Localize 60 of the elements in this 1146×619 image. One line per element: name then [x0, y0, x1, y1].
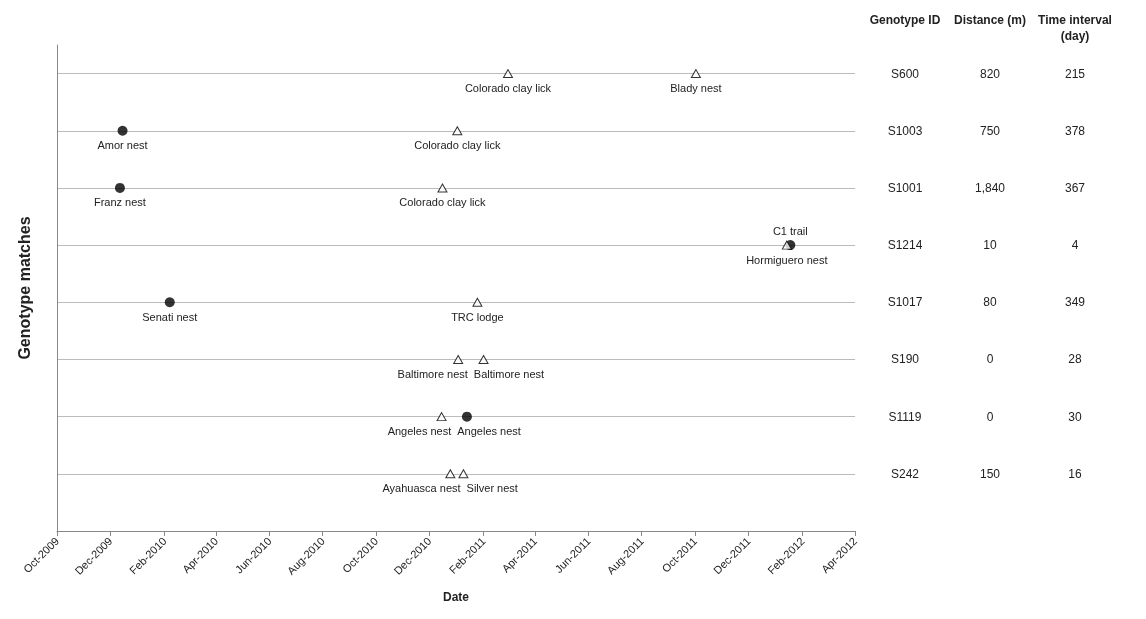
point	[436, 412, 447, 422]
text: S1214	[887, 238, 923, 253]
point	[437, 183, 448, 193]
annotation: Baltimore nest	[397, 367, 468, 380]
text: 30	[1068, 409, 1082, 424]
text: 215	[1064, 66, 1086, 81]
text: 367	[1064, 180, 1086, 195]
text: Distance (m)	[953, 12, 1027, 28]
annotation: Colorado clay lick	[414, 139, 501, 152]
text: S1003	[887, 123, 923, 138]
text: 0	[986, 409, 994, 424]
annotation: Amor nest	[97, 139, 148, 152]
text: 750	[979, 123, 1001, 138]
point	[478, 354, 489, 364]
text: S1017	[887, 295, 923, 310]
point	[164, 297, 175, 308]
point	[117, 125, 128, 136]
annotation: Hormiguero nest	[746, 253, 828, 266]
text: S600	[890, 66, 920, 81]
annotation: Blady nest	[670, 82, 722, 95]
annotation: Colorado clay lick	[464, 82, 552, 95]
annotation: Angeles nest	[387, 425, 452, 438]
point	[503, 69, 514, 79]
annotation: Senati nest	[142, 310, 198, 323]
annotation: Ayahuasca nest	[382, 482, 461, 495]
text: Genotype ID	[868, 12, 942, 28]
text: 820	[979, 66, 1001, 81]
point	[452, 126, 463, 136]
point	[114, 182, 125, 193]
text: Time interval (day)	[1037, 12, 1113, 44]
text: 80	[983, 295, 997, 310]
text: 4	[1071, 238, 1079, 253]
point	[458, 469, 469, 479]
text: S1119	[888, 409, 922, 424]
text: 150	[979, 466, 1001, 481]
point	[461, 411, 472, 422]
point	[690, 69, 701, 79]
text: 349	[1064, 295, 1086, 310]
text: S242	[890, 466, 920, 481]
point	[472, 297, 483, 307]
point	[781, 240, 792, 250]
annotation: Colorado clay lick	[399, 196, 487, 209]
point	[453, 354, 464, 364]
x-axis-title: Date	[442, 590, 470, 604]
annotation: Silver nest	[466, 482, 518, 495]
text: 0	[986, 352, 994, 367]
text: 10	[983, 238, 997, 253]
text: 28	[1068, 352, 1082, 367]
text: S1001	[887, 180, 923, 195]
point	[445, 469, 456, 479]
text: 16	[1068, 466, 1082, 481]
annotation: Baltimore nest	[473, 367, 545, 380]
annotation: C1 trail	[772, 224, 808, 237]
text: 378	[1064, 123, 1086, 138]
annotation: TRC lodge	[451, 310, 504, 323]
text: S190	[890, 352, 920, 367]
text: 1,840	[974, 180, 1006, 195]
y-axis-title: Genotype matches	[15, 216, 33, 360]
annotation: Angeles nest	[457, 425, 521, 438]
annotation: Franz nest	[93, 196, 146, 209]
